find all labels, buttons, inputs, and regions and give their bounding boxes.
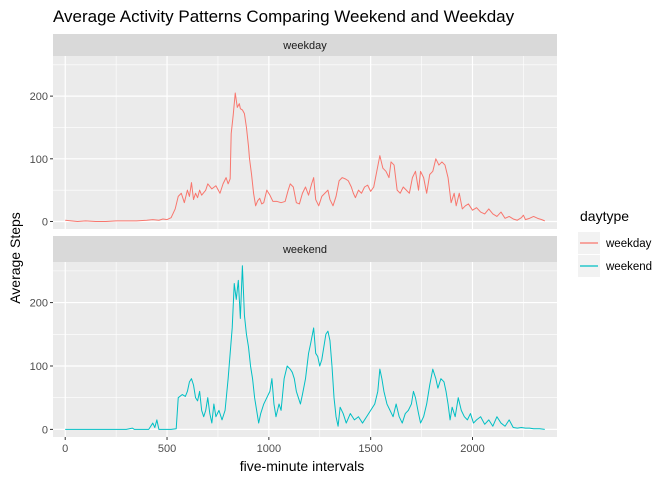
panel-background: [53, 56, 557, 229]
facet-strip: [53, 34, 557, 56]
y-tick-label: 200: [30, 91, 48, 103]
x-tick-label: 1500: [358, 443, 382, 455]
x-axis-title: five-minute intervals: [240, 458, 365, 474]
legend: daytype weekday weekend: [578, 208, 652, 277]
legend-title: daytype: [580, 208, 629, 224]
facet-strip: [53, 236, 557, 262]
facet-strip-label: weekend: [282, 244, 327, 256]
panel-background: [53, 262, 557, 437]
legend-label-weekday: weekday: [605, 238, 652, 250]
y-tick-label: 0: [42, 216, 48, 228]
x-tick-label: 2000: [460, 443, 484, 455]
y-tick-label: 100: [30, 154, 48, 166]
chart-title: Average Activity Patterns Comparing Week…: [53, 7, 515, 26]
y-tick-label: 100: [30, 361, 48, 373]
legend-label-weekend: weekend: [605, 261, 652, 273]
facet-panel-weekend: weekend 0 100 200: [30, 236, 557, 437]
facet-strip-label: weekday: [282, 40, 327, 52]
series-line-weekday: [65, 92, 545, 222]
x-tick-label: 500: [158, 443, 176, 455]
x-tick-label: 1000: [257, 443, 281, 455]
series-line-weekend: [65, 265, 545, 430]
y-tick-label: 200: [30, 298, 48, 310]
y-tick-label: 0: [42, 424, 48, 436]
facet-panel-weekday: weekday 0 100 200: [30, 34, 557, 229]
y-axis-title: Average Steps: [7, 212, 23, 304]
x-axis: 0 500 1000 1500 2000: [62, 437, 485, 455]
x-tick-label: 0: [62, 443, 68, 455]
